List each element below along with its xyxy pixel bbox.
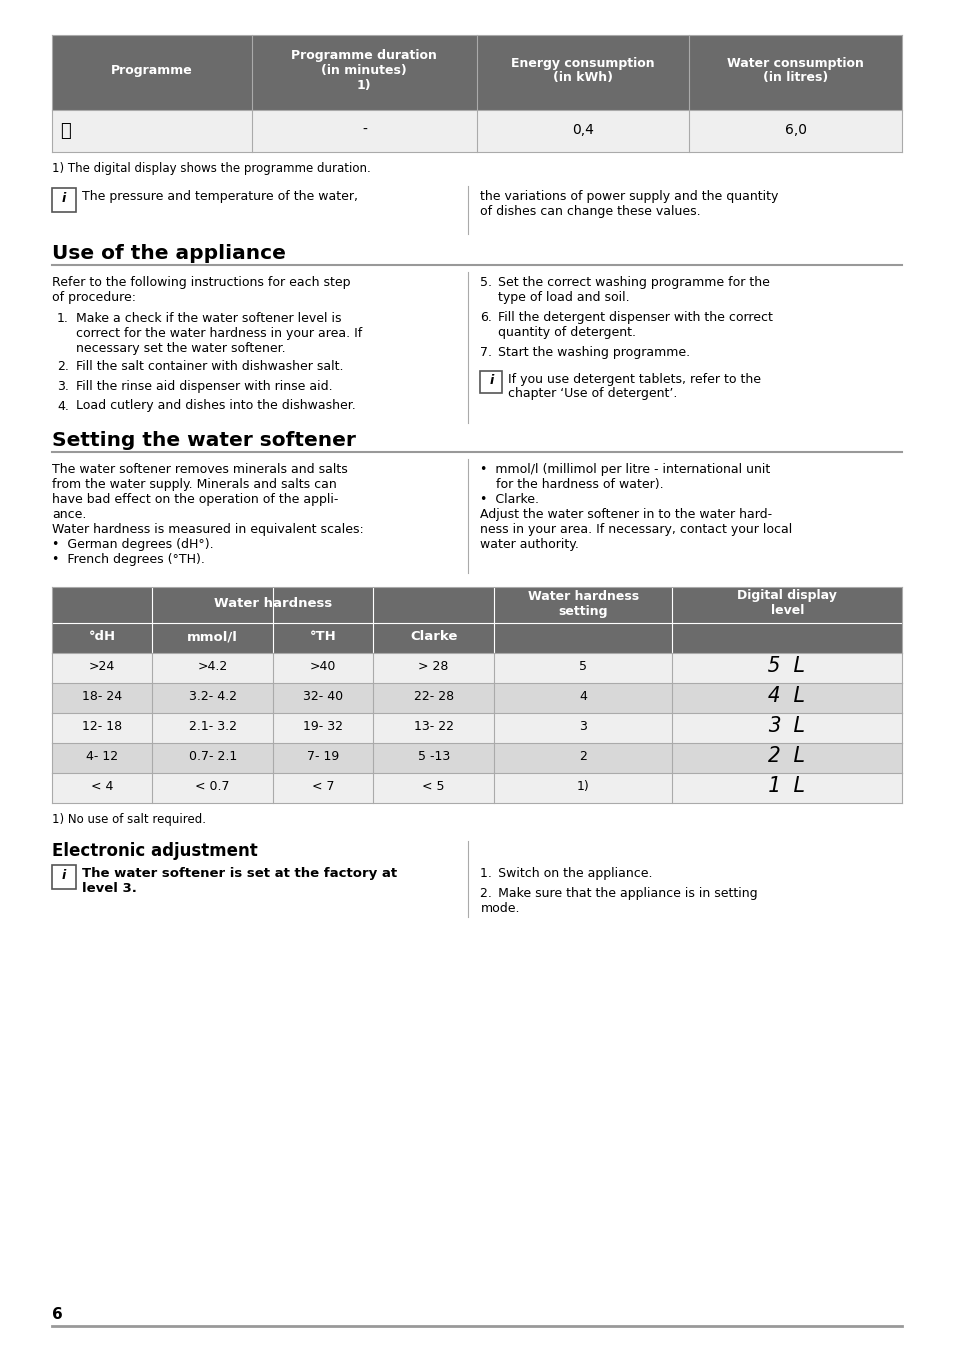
Text: 0.7- 2.1: 0.7- 2.1	[189, 750, 236, 763]
Text: 4- 12: 4- 12	[86, 750, 118, 763]
Text: 1) The digital display shows the programme duration.: 1) The digital display shows the program…	[52, 162, 371, 174]
Text: Energy consumption
(in kWh): Energy consumption (in kWh)	[511, 57, 655, 84]
Text: Water hardness: Water hardness	[213, 598, 332, 610]
Text: 5 -13: 5 -13	[417, 750, 449, 763]
Text: 22- 28: 22- 28	[414, 690, 454, 703]
Bar	[52, 188, 76, 212]
Text: 1) No use of salt required.: 1) No use of salt required.	[52, 813, 206, 826]
Text: 6.: 6.	[480, 311, 492, 324]
Text: 6: 6	[52, 1307, 63, 1322]
Text: Use of the appliance: Use of the appliance	[52, 243, 286, 264]
Text: 19- 32: 19- 32	[303, 721, 343, 733]
Text: 5 L: 5 L	[767, 657, 805, 676]
Text: Programme: Programme	[111, 64, 193, 77]
Text: Fill the detergent dispenser with the correct
quantity of detergent.: Fill the detergent dispenser with the co…	[498, 311, 773, 339]
Text: Water consumption
(in litres): Water consumption (in litres)	[726, 57, 863, 84]
Text: 32- 40: 32- 40	[303, 690, 343, 703]
Text: >40: >40	[310, 660, 336, 673]
Text: The water softener is set at the factory at
level 3.: The water softener is set at the factory…	[82, 867, 396, 895]
Text: 1): 1)	[577, 780, 589, 794]
Text: 2: 2	[578, 750, 587, 763]
Bar	[52, 713, 901, 742]
Bar	[52, 742, 901, 772]
Text: If you use detergent tablets, refer to the
chapter ‘Use of detergent’.: If you use detergent tablets, refer to t…	[508, 373, 760, 400]
Text: 3.: 3.	[57, 380, 69, 393]
Text: 4 L: 4 L	[767, 687, 805, 707]
Text: 🥂: 🥂	[61, 122, 71, 141]
Text: 5.: 5.	[480, 276, 492, 289]
Text: 3: 3	[578, 721, 587, 733]
Text: °dH: °dH	[89, 630, 115, 644]
Text: > 28: > 28	[418, 660, 448, 673]
Text: >4.2: >4.2	[197, 660, 228, 673]
Text: -: -	[361, 123, 366, 137]
Text: °TH: °TH	[310, 630, 336, 644]
Text: 2. Make sure that the appliance is in setting
mode.: 2. Make sure that the appliance is in se…	[480, 887, 758, 914]
Text: 13- 22: 13- 22	[414, 721, 454, 733]
Text: 6,0: 6,0	[784, 123, 806, 137]
Text: Make a check if the water softener level is
correct for the water hardness in yo: Make a check if the water softener level…	[76, 312, 362, 356]
Bar	[52, 864, 76, 888]
Text: 2.1- 3.2: 2.1- 3.2	[189, 721, 236, 733]
Text: < 7: < 7	[312, 780, 335, 794]
Text: Water hardness
setting: Water hardness setting	[527, 589, 639, 618]
Text: 2 L: 2 L	[767, 746, 805, 767]
Text: 4: 4	[578, 690, 587, 703]
Text: Refer to the following instructions for each step
of procedure:: Refer to the following instructions for …	[52, 276, 350, 304]
Text: Fill the rinse aid dispenser with rinse aid.: Fill the rinse aid dispenser with rinse …	[76, 380, 333, 393]
Text: i: i	[62, 869, 66, 882]
Text: < 4: < 4	[91, 780, 113, 794]
Text: The pressure and temperature of the water,: The pressure and temperature of the wate…	[82, 191, 357, 203]
Text: 5: 5	[578, 660, 587, 673]
Text: 1 L: 1 L	[767, 776, 805, 796]
Text: Set the correct washing programme for the
type of load and soil.: Set the correct washing programme for th…	[498, 276, 770, 304]
Text: Programme duration
(in minutes)
1): Programme duration (in minutes) 1)	[291, 49, 436, 92]
Text: Start the washing programme.: Start the washing programme.	[498, 346, 690, 360]
Text: Digital display
level: Digital display level	[737, 589, 837, 618]
Bar	[52, 587, 901, 653]
Text: 7.: 7.	[480, 346, 492, 360]
Text: >24: >24	[89, 660, 115, 673]
Bar	[52, 653, 901, 683]
Text: i: i	[62, 192, 66, 206]
Text: 1.: 1.	[57, 312, 69, 324]
Text: i: i	[489, 375, 493, 387]
Text: Electronic adjustment: Electronic adjustment	[52, 842, 257, 860]
Text: 3.2- 4.2: 3.2- 4.2	[189, 690, 236, 703]
Text: < 0.7: < 0.7	[195, 780, 230, 794]
Text: the variations of power supply and the quantity
of dishes can change these value: the variations of power supply and the q…	[480, 191, 778, 218]
Text: 7- 19: 7- 19	[307, 750, 339, 763]
Text: Setting the water softener: Setting the water softener	[52, 431, 355, 450]
Text: Fill the salt container with dishwasher salt.: Fill the salt container with dishwasher …	[76, 361, 343, 373]
Text: 2.: 2.	[57, 361, 69, 373]
Bar	[480, 370, 502, 392]
Text: 12- 18: 12- 18	[82, 721, 122, 733]
Text: 18- 24: 18- 24	[82, 690, 122, 703]
Text: Load cutlery and dishes into the dishwasher.: Load cutlery and dishes into the dishwas…	[76, 399, 355, 412]
Text: 1. Switch on the appliance.: 1. Switch on the appliance.	[480, 867, 652, 880]
Bar	[52, 683, 901, 713]
Text: mmol/l: mmol/l	[187, 630, 238, 644]
Text: 3 L: 3 L	[767, 717, 805, 737]
Text: The water softener removes minerals and salts
from the water supply. Minerals an: The water softener removes minerals and …	[52, 462, 363, 566]
Bar	[52, 772, 901, 803]
Text: •  mmol/l (millimol per litre - international unit
    for the hardness of water: • mmol/l (millimol per litre - internati…	[480, 462, 792, 552]
Text: 0,4: 0,4	[572, 123, 594, 137]
Text: Clarke: Clarke	[410, 630, 456, 644]
Bar	[52, 110, 901, 151]
Bar	[52, 35, 901, 110]
Text: < 5: < 5	[422, 780, 444, 794]
Text: 4.: 4.	[57, 399, 69, 412]
